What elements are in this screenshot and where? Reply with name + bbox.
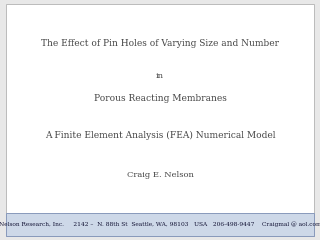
Text: Nelson Research, Inc.     2142 –  N. 88th St  Seattle, WA, 98103   USA   206-498: Nelson Research, Inc. 2142 – N. 88th St …	[0, 222, 320, 227]
Text: Craig E. Nelson: Craig E. Nelson	[127, 171, 193, 179]
Text: Porous Reacting Membranes: Porous Reacting Membranes	[93, 94, 227, 103]
Text: The Effect of Pin Holes of Varying Size and Number: The Effect of Pin Holes of Varying Size …	[41, 39, 279, 48]
Bar	[6, 213, 314, 236]
Text: in: in	[156, 72, 164, 80]
Text: A Finite Element Analysis (FEA) Numerical Model: A Finite Element Analysis (FEA) Numerica…	[45, 131, 275, 140]
